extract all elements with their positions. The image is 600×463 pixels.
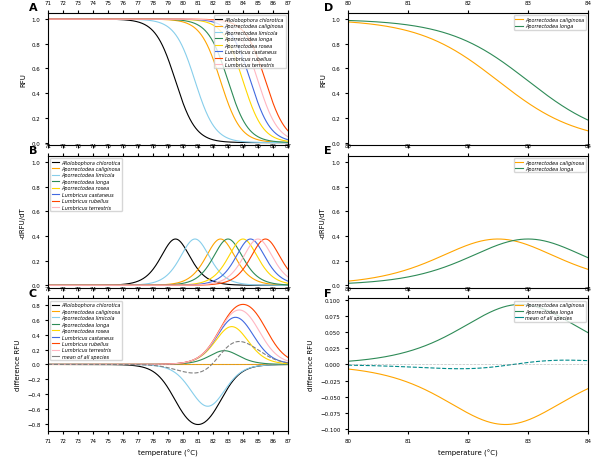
Text: B: B [29,146,37,156]
Text: D: D [324,3,333,13]
Legend: Aporrectodea caliginosa, Aporrectodea longa, mean of all species: Aporrectodea caliginosa, Aporrectodea lo… [514,301,586,322]
Text: A: A [29,3,37,13]
Legend: Aporrectodea caliginosa, Aporrectodea longa: Aporrectodea caliginosa, Aporrectodea lo… [514,16,586,31]
Y-axis label: difference RFU: difference RFU [308,339,314,390]
Legend: Aporrectodea caliginosa, Aporrectodea longa: Aporrectodea caliginosa, Aporrectodea lo… [514,159,586,173]
Y-axis label: difference RFU: difference RFU [16,339,22,390]
X-axis label: temperature (°C): temperature (°C) [438,449,498,456]
Text: C: C [29,288,37,298]
Y-axis label: RFU: RFU [320,73,326,87]
Legend: Allolobophora chlorotica, Aporrectodea caliginosa, Aporrectodea limicola, Aporre: Allolobophora chlorotica, Aporrectodea c… [50,159,122,212]
Legend: Allolobophora chlorotica, Aporrectodea caliginosa, Aporrectodea limicola, Aporre: Allolobophora chlorotica, Aporrectodea c… [214,16,286,69]
Y-axis label: RFU: RFU [20,73,26,87]
Y-axis label: -dRFU/dT: -dRFU/dT [20,206,26,238]
Legend: Allolobophora chlorotica, Aporrectodea caliginosa, Aporrectodea limicola, Aporre: Allolobophora chlorotica, Aporrectodea c… [50,301,122,361]
Text: F: F [324,288,331,298]
X-axis label: temperature (°C): temperature (°C) [138,449,198,456]
Text: E: E [324,146,332,156]
Y-axis label: -dRFU/dT: -dRFU/dT [320,206,326,238]
